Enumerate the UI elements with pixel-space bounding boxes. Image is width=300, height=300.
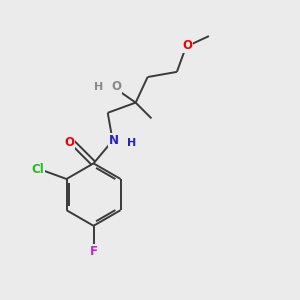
Text: N: N <box>109 134 119 147</box>
Text: H: H <box>94 82 103 92</box>
Text: H: H <box>127 138 136 148</box>
Text: O: O <box>111 80 121 93</box>
Text: O: O <box>182 39 193 52</box>
Text: O: O <box>64 136 74 149</box>
Text: Cl: Cl <box>31 163 44 176</box>
Text: F: F <box>89 245 98 258</box>
